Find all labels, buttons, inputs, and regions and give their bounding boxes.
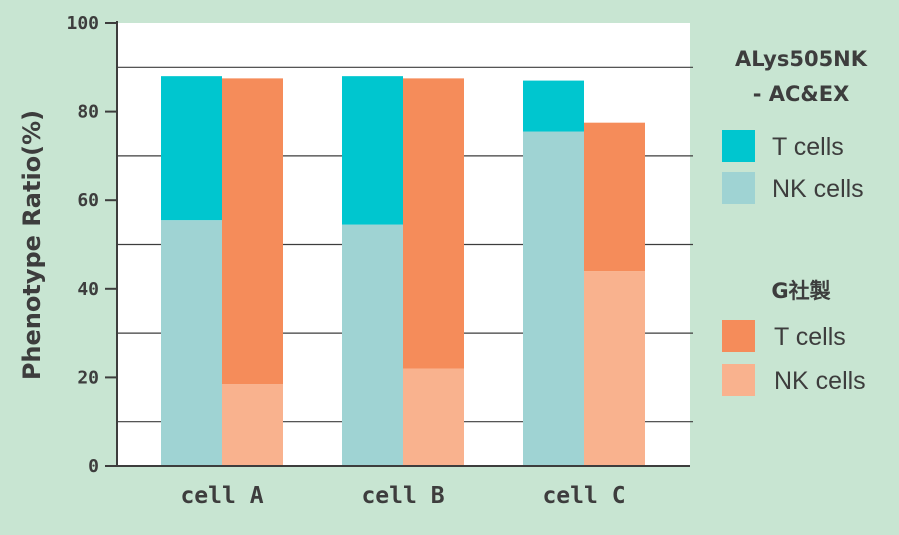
y-tick-label: 20 <box>77 367 99 388</box>
bar-segment <box>523 80 584 132</box>
legend-swatch <box>722 130 755 162</box>
legend-label: NK cells <box>772 175 864 203</box>
legend-group-title: - AC&EX <box>753 82 850 106</box>
bar-segment <box>222 78 283 385</box>
bars <box>161 76 645 466</box>
bar-segment <box>403 368 464 466</box>
legend-swatch <box>722 172 755 204</box>
legend-swatch <box>722 320 755 352</box>
legend-label: T cells <box>772 133 844 161</box>
bar-segment <box>342 76 403 225</box>
y-axis-label: Phenotype Ratio(%) <box>18 110 46 380</box>
x-tick-label: cell A <box>180 483 263 509</box>
y-tick-label: 100 <box>66 13 99 34</box>
legend-group-title: G社製 <box>771 279 830 303</box>
legend-swatch <box>722 364 755 396</box>
x-axis-labels: cell A cell B cell C <box>180 483 625 509</box>
legend-label: T cells <box>774 323 846 351</box>
bar-segment <box>584 271 645 466</box>
legend: ALys505NK - AC&EX T cells NK cells G社製 T cell… <box>722 47 868 396</box>
y-tick-label: 60 <box>77 190 99 211</box>
x-tick-label: cell B <box>361 483 444 509</box>
y-axis-ticks: 0 20 40 60 80 100 <box>66 13 117 477</box>
bar-segment <box>403 78 464 369</box>
y-tick-label: 80 <box>77 102 99 123</box>
bar-segment <box>584 122 645 272</box>
x-tick-label: cell C <box>542 483 625 509</box>
bar-segment <box>523 131 584 466</box>
axes <box>105 21 690 467</box>
legend-label: NK cells <box>774 367 866 395</box>
bar-segment <box>161 76 222 221</box>
bar-segment <box>342 224 403 466</box>
bar-segment <box>161 220 222 466</box>
y-tick-label: 40 <box>77 279 99 300</box>
y-tick-label: 0 <box>88 456 99 477</box>
bar-segment <box>222 384 283 466</box>
legend-group-title: ALys505NK <box>735 47 868 71</box>
